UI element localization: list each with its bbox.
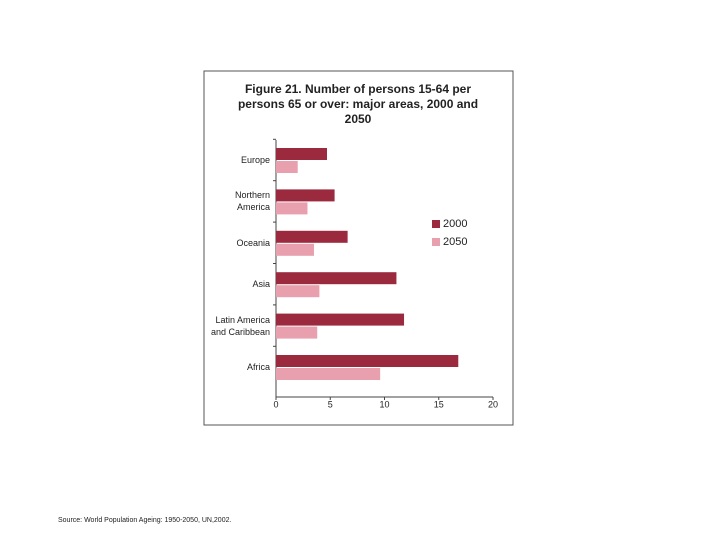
bar — [276, 285, 320, 298]
source-note: Source: World Population Ageing: 1950-20… — [58, 517, 232, 524]
bar — [276, 272, 397, 285]
x-tick-label: 20 — [488, 399, 498, 409]
y-tick-label: Asia — [252, 279, 270, 290]
y-tick-label: Oceania — [236, 237, 270, 248]
bar — [276, 202, 308, 215]
legend-swatch — [432, 220, 440, 228]
legend-label: 2000 — [443, 218, 467, 230]
y-tick-label: Africa — [246, 362, 270, 372]
bar — [276, 243, 314, 256]
y-tick-label: Europe — [240, 155, 270, 165]
y-tick-label: Latin America and Caribbean — [210, 314, 270, 337]
x-tick-label: 5 — [328, 399, 333, 409]
x-tick-label: 10 — [379, 399, 389, 409]
bar — [276, 161, 298, 173]
chart-title: Figure 21. Number of persons 15-64 per p… — [237, 82, 479, 126]
bar — [276, 313, 405, 326]
bar — [276, 326, 318, 339]
bar — [276, 368, 381, 380]
bar — [276, 230, 348, 243]
legend-label: 2050 — [443, 236, 467, 248]
frame — [203, 70, 514, 426]
bar — [276, 148, 327, 160]
y-tick-label: Northern America — [234, 190, 270, 213]
x-tick-label: 15 — [434, 399, 444, 409]
bar — [276, 189, 335, 202]
bar — [276, 355, 459, 367]
x-tick-label: 0 — [273, 399, 278, 409]
legend-swatch — [432, 238, 440, 246]
